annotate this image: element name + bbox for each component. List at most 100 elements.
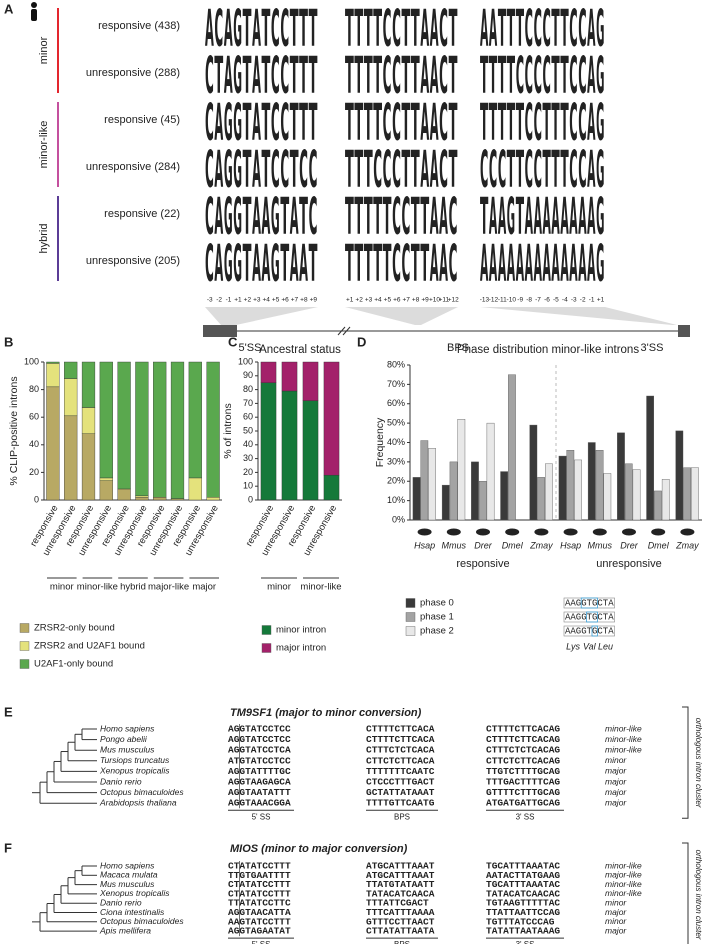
- y-tick-label: 50: [243, 425, 253, 435]
- logo-letter: C: [543, 0, 551, 58]
- logo-letter: T: [373, 94, 382, 153]
- logo-letter: T: [507, 0, 516, 58]
- bar-segment: [46, 363, 60, 388]
- logo-letter: C: [569, 0, 577, 58]
- x-tick-label: Zmay: [675, 540, 699, 550]
- logo-letter: T: [411, 141, 420, 200]
- logo-letter: C: [383, 141, 392, 200]
- logo-letter: A: [587, 188, 595, 247]
- bar: [486, 422, 495, 521]
- sequence: TTTGACTTTTCAG: [486, 777, 560, 788]
- logo-letter: C: [534, 94, 542, 153]
- logo-letter: A: [290, 188, 299, 247]
- position-label: -9: [517, 297, 523, 304]
- sequence: ATGTATCCTCC: [228, 755, 291, 766]
- logo-letter: T: [354, 47, 363, 106]
- position-label: +9: [310, 297, 318, 304]
- legend-swatch: [405, 626, 416, 636]
- bar-segment: [99, 361, 113, 479]
- logo-letter: T: [364, 47, 373, 106]
- species-icon: [651, 528, 666, 536]
- logo-letter: A: [439, 188, 448, 247]
- bar: [545, 463, 553, 521]
- sequence: TGCATTTAAATAC: [486, 861, 560, 872]
- logo-letter: A: [489, 188, 497, 247]
- y-tick-label: 80%: [387, 359, 405, 369]
- logo-letter: A: [430, 0, 439, 58]
- species-name: Homo sapiens: [100, 860, 155, 870]
- bar-segment: [323, 474, 340, 501]
- position-label: -5: [553, 297, 559, 304]
- logo-letter: T: [498, 94, 507, 153]
- y-axis-label: % of introns: [222, 403, 234, 458]
- alignment-title: TM9SF1 (major to minor conversion): [230, 707, 422, 719]
- exon: [203, 325, 237, 337]
- x-tick-label: Drer: [474, 540, 493, 550]
- logo-letter: T: [480, 47, 489, 106]
- intron-class: major: [605, 907, 627, 917]
- logo-letter: G: [233, 141, 242, 200]
- chart-title: Ancestral status: [259, 344, 341, 356]
- group-label: minor-like: [38, 121, 50, 169]
- bar-segment: [135, 497, 149, 501]
- sequence: GCTATTATAAAT: [366, 787, 435, 798]
- position-label: +3: [253, 297, 261, 304]
- logo-letter: T: [402, 141, 411, 200]
- bar-segment: [188, 361, 202, 479]
- panel-label: A: [4, 1, 14, 16]
- logo-letter: T: [309, 94, 318, 153]
- logo-letter: T: [420, 235, 429, 294]
- group-label: responsive: [456, 558, 509, 570]
- bar: [412, 477, 421, 521]
- logo-letter: A: [498, 235, 506, 294]
- species-name: Danio rerio: [100, 776, 142, 786]
- logo-letter: T: [373, 235, 382, 294]
- logo-letter: C: [449, 235, 458, 294]
- codon-sequence: AAGGTGCTA: [565, 626, 614, 636]
- logo-letter: T: [551, 94, 560, 153]
- bar: [691, 467, 699, 521]
- logo-letter: C: [516, 47, 524, 106]
- logo-letter: T: [560, 141, 569, 200]
- logo-letter: A: [578, 235, 586, 294]
- bar-segment: [153, 361, 167, 498]
- logo-letter: C: [383, 94, 392, 153]
- bar: [478, 481, 487, 521]
- group-label: major-like: [148, 582, 189, 593]
- bar-segment: [281, 361, 298, 392]
- position-label: +7: [291, 297, 299, 304]
- bar: [661, 479, 670, 521]
- logo-letter: T: [383, 235, 392, 294]
- break-mark: [337, 326, 346, 336]
- sequence: AGGTAAGAGCA: [228, 777, 291, 788]
- logo-letter: A: [498, 188, 506, 247]
- logo-letter: C: [392, 0, 401, 58]
- logo-letter: T: [299, 94, 308, 153]
- intron-class: minor-like: [605, 744, 642, 754]
- y-tick-label: 60%: [387, 398, 405, 408]
- logo-letter: T: [516, 141, 525, 200]
- logo-letter: T: [449, 47, 458, 106]
- legend-label: ZRSR2-only bound: [34, 623, 115, 634]
- logo-letter: T: [516, 188, 525, 247]
- bar-segment: [281, 390, 298, 501]
- sequence: AGGTAACATTA: [228, 907, 291, 918]
- logo-letter: A: [252, 94, 261, 153]
- logo-letter: A: [420, 0, 429, 58]
- bar: [508, 374, 516, 521]
- logo-letter: A: [252, 188, 261, 247]
- zoom-funnel: [345, 307, 458, 325]
- intron-class: major: [605, 925, 627, 935]
- logo-letter: C: [525, 94, 533, 153]
- bar: [617, 432, 625, 521]
- logo-letter: A: [569, 235, 577, 294]
- species-name: Ciona intestinalis: [100, 907, 165, 917]
- sequence: CTTTTCTTCACA: [366, 724, 435, 735]
- bar-segment: [99, 480, 113, 501]
- intron-class: minor-like: [605, 734, 642, 744]
- y-tick-label: 70: [243, 398, 253, 408]
- logo-letter: T: [516, 0, 525, 58]
- logo-letter: A: [430, 94, 439, 153]
- position-label: +1: [234, 297, 242, 304]
- logo-letter: C: [309, 188, 318, 247]
